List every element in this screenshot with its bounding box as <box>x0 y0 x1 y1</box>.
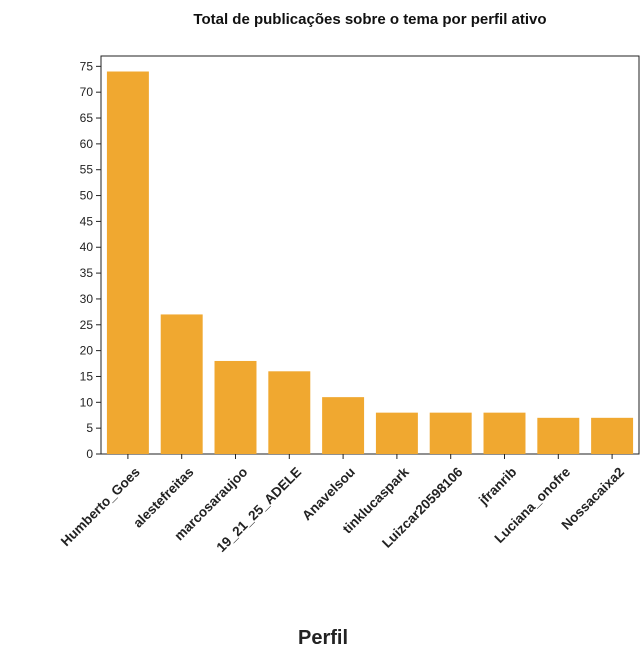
chart-title: Total de publicações sobre o tema por pe… <box>193 11 546 28</box>
bar-19_21_25_ADELE <box>268 371 311 454</box>
bar-tinklucaspark <box>375 412 418 454</box>
bar-Nossacaixa2 <box>591 417 634 454</box>
x-tick-label: Humberto_Goes <box>58 464 143 549</box>
y-tick-label: 0 <box>86 447 93 461</box>
y-tick-label: 25 <box>80 318 94 332</box>
y-tick-label: 60 <box>80 137 94 151</box>
plot-frame <box>100 55 640 455</box>
bars <box>106 71 634 454</box>
x-tick-label: Anavelsou <box>299 464 358 523</box>
y-tick-label: 20 <box>80 344 94 358</box>
bar-Anavelsou <box>322 397 365 454</box>
bar-Luizcar20598106 <box>429 412 472 454</box>
y-tick-label: 45 <box>80 214 94 228</box>
bar-jfranrib <box>483 412 526 454</box>
y-tick-label: 5 <box>86 421 93 435</box>
y-tick-label: 50 <box>80 189 94 203</box>
bar-Humberto_Goes <box>106 71 149 454</box>
y-tick-label: 10 <box>80 395 94 409</box>
y-tick-label: 30 <box>80 292 94 306</box>
bar-Luciana_onofre <box>537 417 580 454</box>
y-tick-label: 55 <box>80 163 94 177</box>
y-tick-label: 70 <box>80 85 94 99</box>
x-axis: Humberto_Goesalestefreitasmarcosaraujoo1… <box>58 454 627 555</box>
y-tick-label: 35 <box>80 266 94 280</box>
bar-marcosaraujoo <box>214 360 257 454</box>
x-axis-label: Perfil <box>298 627 348 649</box>
x-tick-label: jfranrib <box>475 464 519 508</box>
y-axis: 0 5 10 15 20 25 30 35 40 45 50 55 60 65 70 75 <box>80 59 101 461</box>
bar-alestefreitas <box>160 314 203 454</box>
y-tick-label: 15 <box>80 369 94 383</box>
y-tick-label: 75 <box>80 59 94 73</box>
y-tick-label: 65 <box>80 111 94 125</box>
y-tick-label: 40 <box>80 240 94 254</box>
